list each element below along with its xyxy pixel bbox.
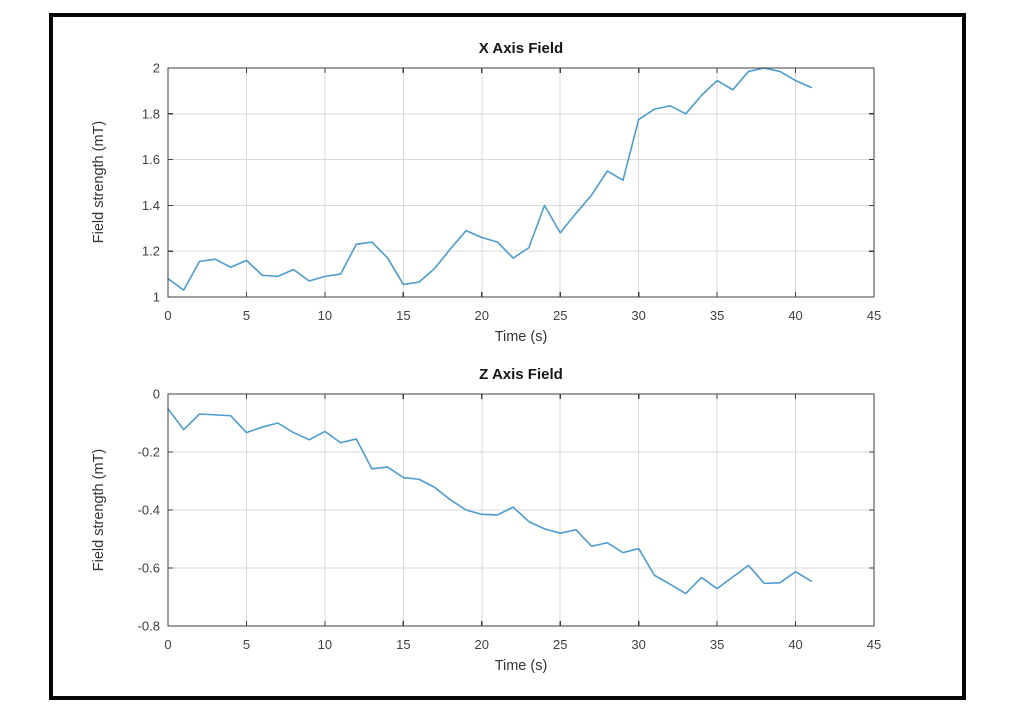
- chart2-xtick-label: 35: [710, 637, 724, 652]
- chart2-xtick-label: 0: [164, 637, 171, 652]
- chart2-xtick-label: 25: [553, 637, 567, 652]
- chart2-xtick-label: 10: [318, 637, 332, 652]
- chart1-xtick-label: 20: [475, 308, 489, 323]
- chart2-ytick-label: -0.6: [138, 561, 160, 576]
- chart1-data-line: [167, 67, 813, 291]
- chart2-xtick-label: 5: [243, 637, 250, 652]
- chart1-ytick-label: 1.2: [142, 244, 160, 259]
- chart1-xtick-label: 30: [631, 308, 645, 323]
- chart2-ylabel: Field strength (mT): [91, 448, 107, 572]
- chart2-data-line: [167, 407, 813, 595]
- chart1-xtick-label: 5: [243, 308, 250, 323]
- chart2-tick-labels: 0 5 10 15 20 25 30 35 40 45 -0.8 -0.6 -0.4 -0.2 0: [138, 387, 882, 653]
- chart1-grid: [168, 68, 874, 297]
- chart1-plot-box: [167, 67, 875, 298]
- chart1-ytick-label: 1.4: [142, 198, 160, 213]
- chart2-xtick-label: 40: [788, 637, 802, 652]
- chart2-xtick-label: 30: [631, 637, 645, 652]
- chart1-ytick-label: 1.8: [142, 106, 160, 121]
- chart2-ytick-label: -0.8: [138, 619, 160, 634]
- figure-frame: [49, 13, 966, 700]
- chart1-ylabel: Field strength (mT): [91, 120, 107, 244]
- chart1-xlabel: Time (s): [494, 329, 548, 345]
- chart1-xtick-label: 25: [553, 308, 567, 323]
- chart2-title: Z Axis Field: [479, 366, 563, 383]
- chart1-xtick-label: 45: [867, 308, 881, 323]
- chart1-ytick-label: 1: [153, 290, 160, 305]
- chart1-title: X Axis Field: [478, 40, 564, 57]
- chart1-tick-labels: 0 5 10 15 20 25 30 35 40 45 1 1.2 1.4 1.6 1.8 2: [142, 61, 881, 324]
- chart1-ytick-label: 1.6: [142, 152, 160, 167]
- chart2-xtick-label: 20: [475, 637, 489, 652]
- chart2-axes: [167, 393, 875, 627]
- chart1-ytick-label: 2: [153, 61, 160, 76]
- chart1-xtick-label: 35: [710, 308, 724, 323]
- chart2-xtick-label: 15: [396, 637, 410, 652]
- chart1-xtick-label: 0: [164, 308, 171, 323]
- chart2-ytick-label: -0.4: [138, 503, 160, 518]
- chart1-xtick-label: 10: [318, 308, 332, 323]
- chart2-ytick-label: 0: [153, 387, 160, 402]
- chart2-ytick-label: -0.2: [138, 445, 160, 460]
- chart2-xtick-label: 45: [867, 637, 881, 652]
- chart1-xtick-label: 15: [396, 308, 410, 323]
- chart2-xlabel: Time (s): [494, 658, 548, 674]
- chart1-axes: [167, 67, 875, 298]
- chart2-grid: [168, 394, 874, 626]
- chart1-xtick-label: 40: [788, 308, 802, 323]
